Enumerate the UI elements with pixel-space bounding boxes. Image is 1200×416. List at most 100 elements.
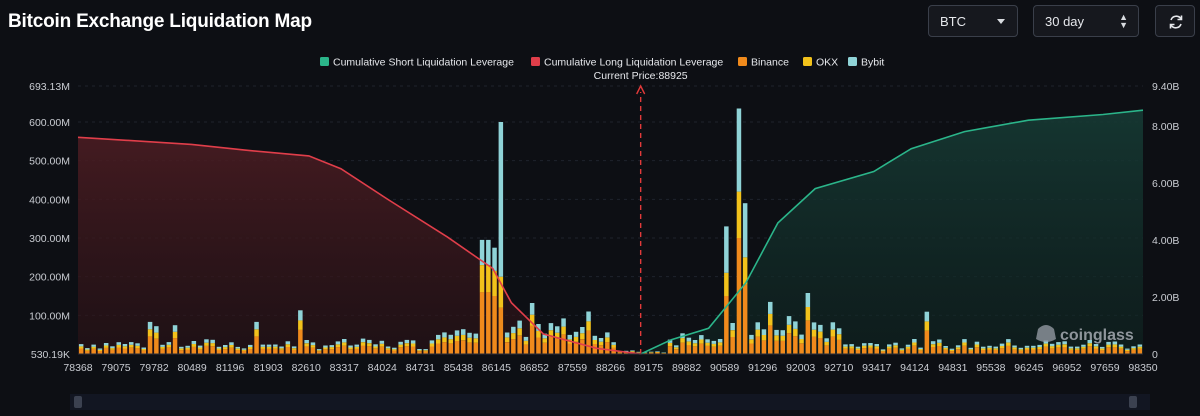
refresh-button[interactable]: [1155, 5, 1195, 37]
binance-bar: [197, 349, 203, 354]
binance-bar: [617, 352, 623, 354]
binance-bar: [210, 346, 215, 354]
bybit-bar: [486, 239, 491, 265]
binance-bar: [523, 344, 529, 354]
bybit-bar: [586, 311, 591, 322]
binance-bar: [573, 341, 579, 354]
bybit-bar: [423, 349, 428, 351]
binance-bar: [674, 349, 679, 354]
okx-bar: [1049, 346, 1055, 349]
bybit-bar: [517, 320, 522, 329]
binance-bar: [248, 349, 253, 354]
binance-bar: [1106, 347, 1111, 354]
okx-bar: [467, 337, 472, 343]
bybit-bar: [454, 330, 460, 336]
bybit-bar: [1037, 344, 1042, 347]
okx-bar: [548, 330, 554, 337]
bybit-bar: [711, 340, 717, 344]
okx-bar: [793, 328, 798, 337]
bybit-bar: [780, 330, 785, 336]
zoom-handle-right[interactable]: [1129, 396, 1137, 408]
bybit-bar: [824, 338, 829, 342]
bybit-bar: [492, 247, 497, 271]
bybit-bar: [166, 342, 172, 345]
bybit-bar: [874, 344, 879, 347]
x-tick-label: 86145: [482, 362, 511, 374]
bybit-bar: [592, 335, 598, 340]
bybit-bar: [667, 339, 673, 343]
bybit-bar: [479, 239, 485, 265]
okx-bar: [981, 348, 986, 350]
binance-bar: [774, 340, 779, 354]
okx-bar: [674, 347, 679, 350]
binance-bar: [586, 330, 591, 354]
binance-bar: [448, 343, 453, 354]
bybit-bar: [160, 344, 165, 347]
okx-bar: [442, 337, 447, 343]
binance-bar: [880, 351, 886, 354]
y-right-tick-label: 8.00B: [1152, 121, 1179, 133]
bybit-bar: [937, 339, 942, 343]
okx-bar: [974, 344, 980, 348]
y-left-min-label: 530.19K: [31, 349, 70, 361]
y-right-tick-label: 6.00B: [1152, 178, 1179, 190]
binance-bar: [937, 346, 942, 354]
bybit-bar: [1093, 344, 1099, 347]
okx-bar: [492, 270, 497, 296]
okx-bar: [1106, 344, 1111, 348]
bybit-bar: [147, 321, 153, 330]
bybit-bar: [304, 340, 309, 344]
binance-bar: [392, 350, 397, 354]
okx-bar: [141, 349, 146, 351]
okx-bar: [210, 343, 215, 347]
okx-bar: [160, 346, 165, 349]
okx-bar: [254, 329, 259, 337]
binance-bar: [974, 347, 980, 354]
bybit-bar: [868, 343, 873, 346]
y-right-tick-label: 0: [1152, 349, 1158, 361]
okx-bar: [711, 343, 717, 347]
okx-bar: [110, 348, 115, 350]
okx-bar: [836, 334, 842, 340]
bybit-bar: [862, 343, 867, 346]
zoom-handle-left[interactable]: [74, 396, 82, 408]
binance-bar: [1137, 348, 1143, 354]
okx-bar: [880, 350, 886, 352]
bybit-bar: [241, 348, 247, 350]
bybit-bar: [448, 334, 453, 340]
legend-swatch: [531, 57, 540, 66]
bybit-bar: [605, 332, 610, 338]
binance-bar: [918, 350, 923, 354]
x-tick-label: 97659: [1090, 362, 1119, 374]
okx-bar: [717, 342, 723, 346]
bybit-bar: [974, 341, 980, 345]
binance-bar: [354, 348, 359, 354]
bybit-bar: [880, 349, 886, 351]
bybit-bar: [1118, 344, 1124, 347]
okx-bar: [680, 338, 685, 343]
okx-bar: [1137, 346, 1143, 349]
okx-bar: [849, 346, 854, 349]
okx-bar: [410, 343, 416, 347]
bybit-bar: [367, 339, 372, 344]
binance-bar: [179, 350, 184, 354]
bybit-bar: [955, 345, 961, 348]
okx-bar: [1006, 342, 1011, 346]
y-left-tick-label: 600.00M: [29, 117, 70, 129]
binance-bar: [141, 350, 146, 354]
binance-bar: [999, 348, 1005, 354]
bybit-bar: [511, 326, 516, 334]
bybit-bar: [1056, 342, 1061, 345]
range-select[interactable]: 30 day ▲ ▼: [1033, 5, 1139, 37]
binance-bar: [110, 349, 115, 354]
bybit-bar: [893, 342, 898, 346]
binance-bar: [129, 347, 134, 354]
binance-bar: [899, 350, 905, 354]
okx-bar: [805, 307, 811, 321]
binance-bar: [799, 343, 804, 354]
zoom-scrollbar[interactable]: [70, 394, 1150, 410]
legend-label: Cumulative Short Liquidation Leverage: [333, 57, 514, 69]
binance-bar: [260, 348, 266, 354]
okx-bar: [373, 346, 378, 349]
coin-select[interactable]: BTC: [928, 5, 1018, 37]
